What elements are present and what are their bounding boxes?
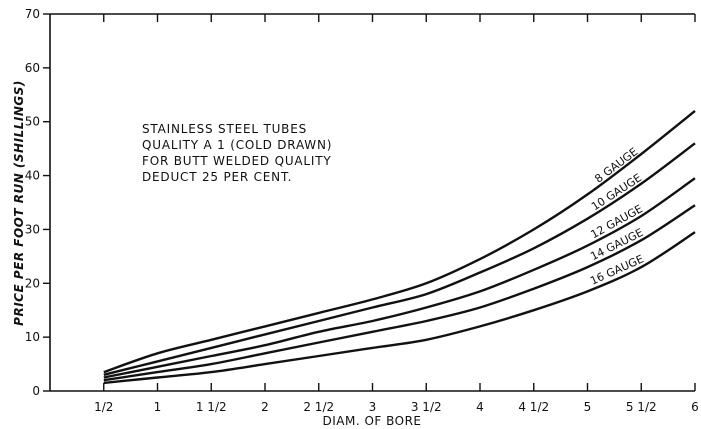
x-tick-label: 1/2 [94, 400, 113, 414]
x-tick-label: 2 1/2 [303, 400, 334, 414]
series-line [103, 109, 696, 374]
x-tick-label: 4 1/2 [518, 400, 549, 414]
annotation-line-3: FOR BUTT WELDED QUALITY [142, 154, 332, 168]
ticks: 1/2 1 1 1/2 2 2 1/2 3 3 1/2 4 4 1/2 5 5 1/2 6010203… [25, 7, 699, 414]
y-tick-label: 40 [25, 169, 40, 183]
x-tick-label: 6 [691, 400, 699, 414]
x-tick-label: 3 [369, 400, 377, 414]
x-tick-label: 1 [154, 400, 162, 414]
annotation-line-2: QUALITY A 1 (COLD DRAWN) [142, 138, 332, 152]
y-tick-label: 50 [25, 115, 40, 129]
annotation-line-4: DEDUCT 25 PER CENT. [142, 170, 292, 184]
x-tick-label: 2 [261, 400, 269, 414]
y-tick-label: 70 [25, 7, 40, 21]
series-line [103, 204, 696, 382]
x-axis-label: DIAM. OF BORE [322, 414, 421, 428]
x-tick-label: 3 1/2 [411, 400, 442, 414]
series-line [103, 231, 696, 385]
y-axis-label: PRICE PER FOOT RUN (SHILLINGS) [12, 80, 26, 326]
y-tick-label: 30 [25, 222, 40, 236]
annotation-line-1: STAINLESS STEEL TUBES [142, 122, 307, 136]
x-tick-label: 1 1/2 [196, 400, 227, 414]
x-tick-label: 5 [584, 400, 592, 414]
curves [103, 109, 696, 385]
annotation: STAINLESS STEEL TUBES QUALITY A 1 (COLD … [142, 122, 332, 184]
x-tick-label: 4 [476, 400, 484, 414]
y-tick-label: 20 [25, 276, 40, 290]
x-tick-label: 5 1/2 [626, 400, 657, 414]
y-tick-label: 60 [25, 61, 40, 75]
y-tick-label: 10 [25, 330, 40, 344]
series-line [103, 177, 696, 379]
series-line [103, 142, 696, 376]
y-tick-label: 0 [32, 384, 40, 398]
